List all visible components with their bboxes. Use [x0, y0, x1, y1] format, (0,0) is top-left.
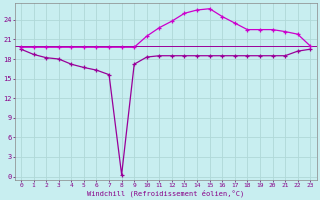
X-axis label: Windchill (Refroidissement éolien,°C): Windchill (Refroidissement éolien,°C)	[87, 189, 244, 197]
